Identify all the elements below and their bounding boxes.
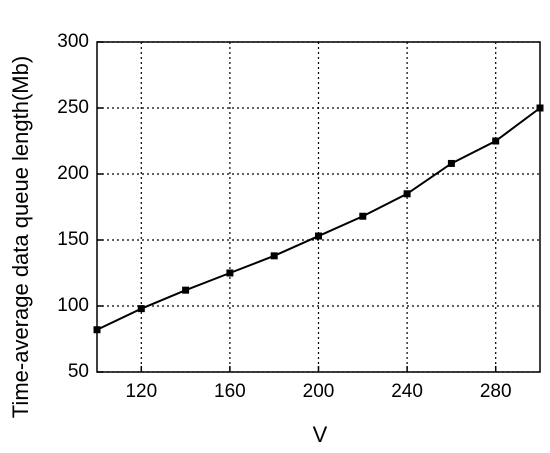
marker [403, 190, 411, 198]
y-tick-label: 50 [68, 361, 89, 382]
marker [359, 212, 367, 220]
marker [315, 232, 322, 240]
y-tick-label: 200 [57, 163, 89, 184]
y-tick-label: 100 [57, 295, 89, 316]
y-tick-label: 150 [57, 229, 89, 250]
x-tick-label: 240 [391, 381, 423, 402]
marker [137, 305, 145, 313]
marker [182, 286, 190, 294]
plot-frame [96, 41, 541, 373]
x-tick-label: 120 [125, 381, 157, 402]
marker [93, 326, 101, 334]
x-tick-label: 280 [480, 381, 512, 402]
x-axis-label: V [313, 422, 328, 447]
marker [226, 269, 234, 277]
x-tick-label: 200 [303, 381, 335, 402]
marker [270, 252, 278, 260]
y-tick-label: 300 [57, 31, 89, 52]
marker [447, 159, 455, 167]
marker [492, 137, 500, 145]
y-axis-label: Time-average data queue length(Mb) [8, 56, 33, 418]
marker [536, 104, 544, 112]
x-tick-label: 160 [214, 381, 246, 402]
y-tick-label: 250 [57, 97, 89, 118]
